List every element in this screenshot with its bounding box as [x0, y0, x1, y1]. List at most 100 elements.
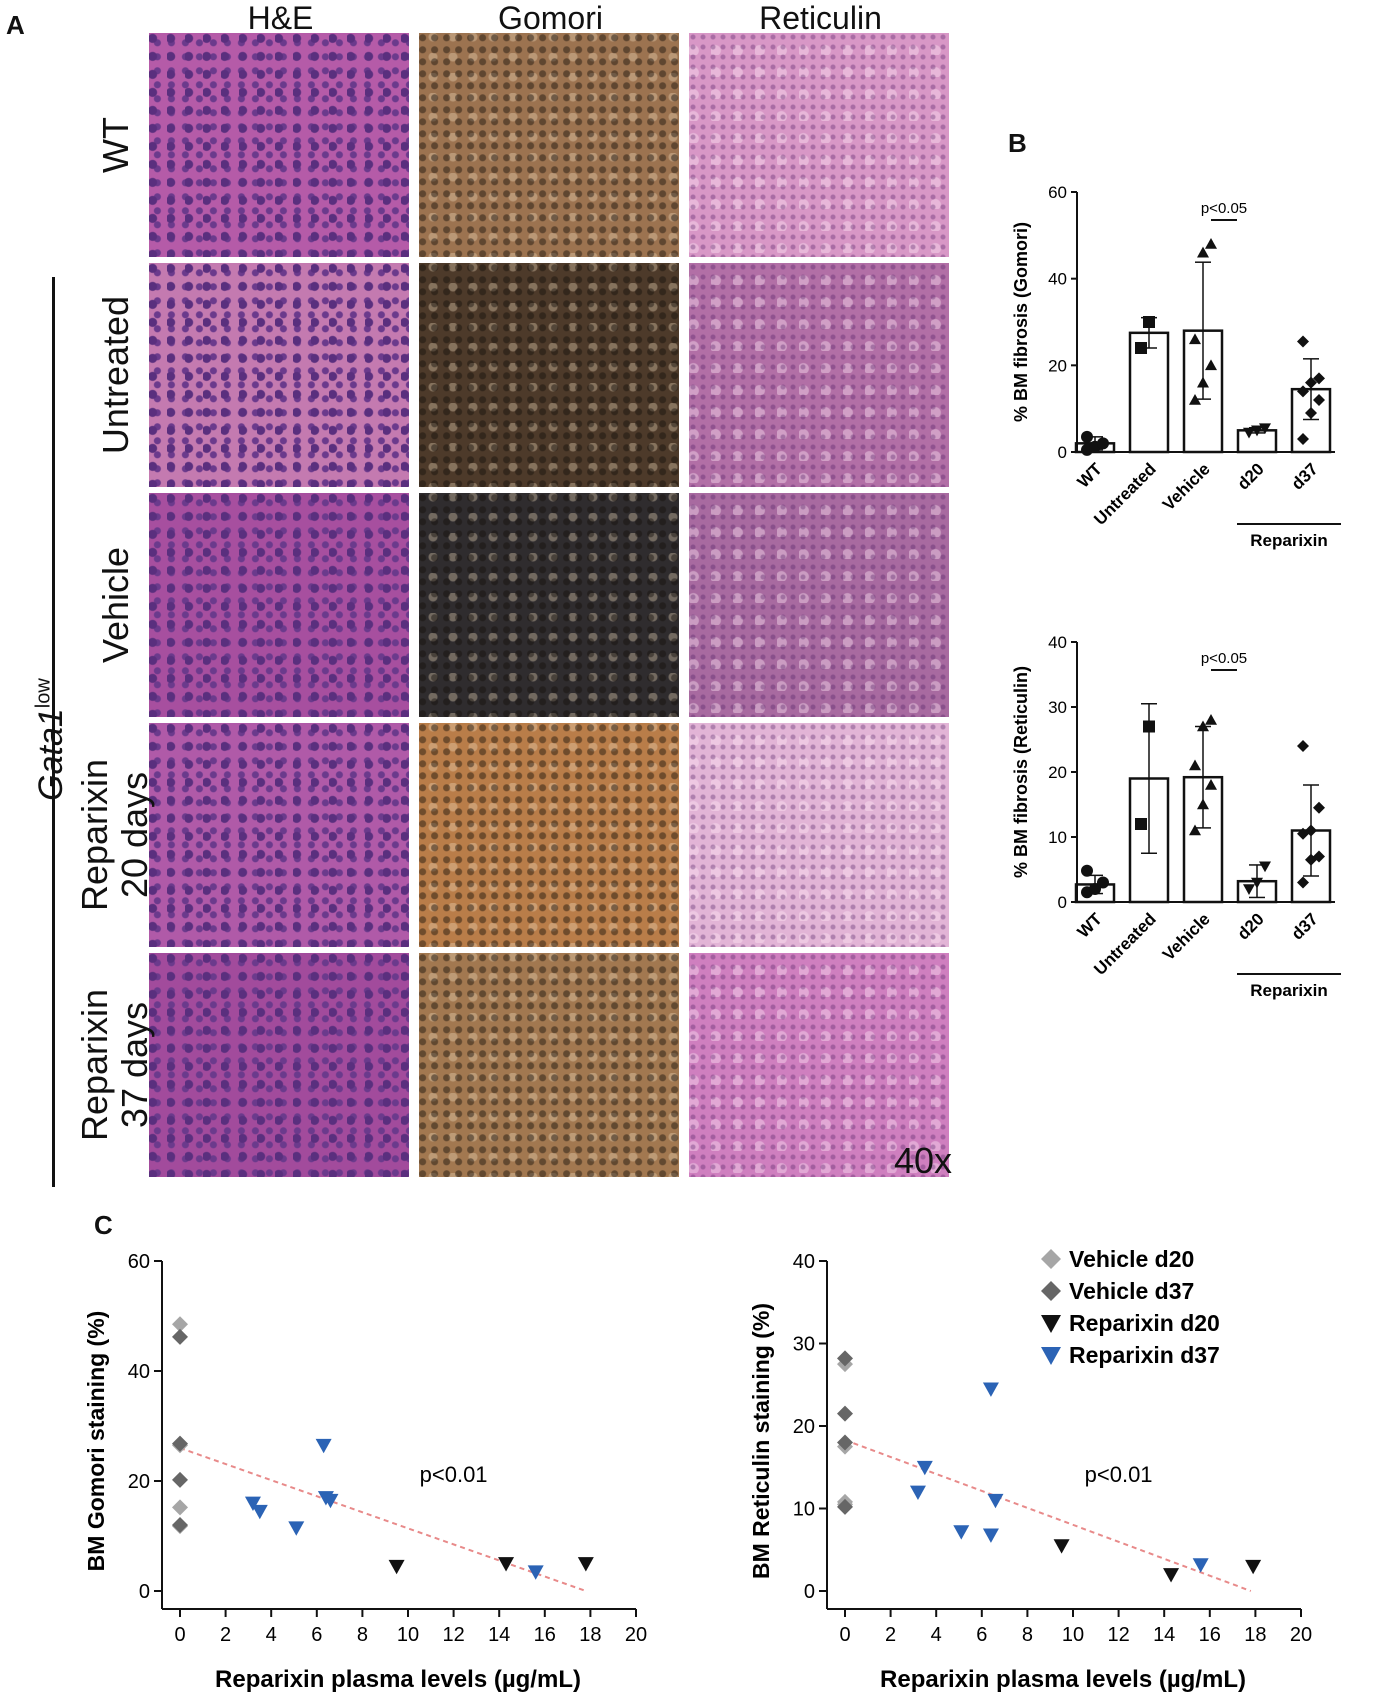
data-point-d20: [1251, 877, 1263, 889]
point-reparixin-d37: [982, 1382, 999, 1397]
point-vehicle-d20: [172, 1499, 188, 1516]
x-tick-label: 6: [311, 1624, 322, 1646]
x-tick-label: 0: [839, 1624, 850, 1646]
row-label-3: Vehicle: [95, 546, 136, 664]
data-point-Vehicle: [1197, 246, 1209, 258]
legend-label-2: Reparixin d20: [1069, 1310, 1220, 1336]
data-point-Vehicle: [1205, 359, 1217, 371]
micrograph-reticulin-row-5: [688, 952, 950, 1178]
data-point-Vehicle: [1189, 394, 1201, 405]
micrograph-he-row-5: [148, 952, 410, 1178]
legend-marker: [1041, 1281, 1061, 1301]
scatter-gomori: 0 20 40 60 0 2 4 6 8 10 12 14 16 18 20 Reparixin plasma…: [83, 1251, 647, 1693]
x-tick-label: 18: [1244, 1624, 1266, 1646]
micrograph-he-row-3: [148, 492, 410, 718]
data-point-Untreated: [1143, 720, 1155, 733]
y-tick-label: 30: [793, 1334, 815, 1356]
point-reparixin-d37: [315, 1438, 332, 1454]
x-tick-label: 18: [579, 1624, 601, 1646]
micrograph-gomori-row-1: [418, 32, 680, 258]
x-tick-label: 2: [220, 1624, 231, 1646]
point-reparixin-d20: [1163, 1568, 1180, 1583]
point-reparixin-d37: [244, 1496, 261, 1511]
data-point-Untreated: [1135, 818, 1147, 830]
point-vehicle-d37: [172, 1471, 188, 1488]
group-label: Reparixin: [1250, 981, 1327, 1000]
significance-label: p<0.05: [1201, 200, 1247, 217]
micrograph-gomori-row-5: [418, 952, 680, 1178]
row-label-2: Untreated: [95, 295, 136, 455]
micrograph-reticulin-row-3: [688, 492, 950, 718]
data-point-Vehicle: [1197, 720, 1209, 732]
y-tick-label: 30: [1048, 698, 1067, 717]
data-point-Vehicle: [1205, 714, 1217, 725]
row-label-1: WT: [95, 117, 136, 173]
data-point-Vehicle: [1189, 333, 1201, 345]
row-label-4: Reparixin 20 days: [74, 758, 155, 912]
x-tick-label: 2: [885, 1624, 896, 1646]
y-axis-label: % BM fibrosis (Reticulin): [1011, 666, 1031, 878]
data-point-WT: [1097, 876, 1109, 889]
data-point-d37: [1305, 376, 1317, 389]
group-label: Gata1low: [31, 678, 70, 801]
x-axis-label: Reparixin plasma levels (µg/mL): [215, 1666, 581, 1693]
data-point-Untreated: [1143, 316, 1155, 328]
point-vehicle-d37: [837, 1434, 853, 1451]
panel-a-letter: A: [6, 10, 25, 40]
micrograph-he-row-2: [148, 262, 410, 488]
scatter-reticulin: 0 10 20 30 40 0 2 4 6 8 10 12 14 16 18 20 Reparixin plas…: [748, 1246, 1312, 1693]
y-axis-label: BM Reticulin staining (%): [748, 1303, 774, 1579]
point-vehicle-d37: [172, 1328, 188, 1345]
micrograph-gomori-row-4: [418, 722, 680, 948]
y-tick-label: 0: [1058, 893, 1067, 912]
data-point-Vehicle: [1189, 824, 1201, 836]
data-point-d37: [1313, 372, 1325, 385]
x-tick-label: 10: [1062, 1624, 1084, 1646]
y-axis-label: BM Gomori staining (%): [83, 1311, 109, 1572]
data-point-d37: [1297, 385, 1309, 398]
data-point-WT: [1081, 430, 1093, 443]
point-reparixin-d37: [909, 1485, 926, 1500]
data-point-d20: [1243, 427, 1255, 439]
row-label-5: Reparixin 37 days: [74, 988, 155, 1142]
x-tick-label: 14: [1153, 1624, 1175, 1646]
group-bracket: [52, 277, 55, 1187]
x-tick-label-WT: WT: [1074, 909, 1107, 942]
column-header-he: H&E: [247, 0, 314, 36]
point-reparixin-d20: [388, 1559, 405, 1575]
data-point-d37: [1313, 801, 1325, 814]
fit-line: [179, 1447, 587, 1592]
point-reparixin-d20: [498, 1557, 515, 1572]
magnification-label: 40x: [894, 1140, 953, 1181]
x-tick-label: 0: [174, 1624, 185, 1646]
data-point-WT: [1081, 864, 1093, 877]
column-header-gomori: Gomori: [498, 0, 603, 36]
x-tick-label-d20: d20: [1234, 909, 1268, 943]
x-tick-label: 12: [1107, 1624, 1129, 1646]
group-label: Reparixin: [1250, 531, 1327, 550]
point-reparixin-d20: [1053, 1539, 1070, 1554]
x-tick-label: 4: [266, 1624, 277, 1646]
x-tick-label-Vehicle: Vehicle: [1159, 459, 1214, 514]
significance-annotation: p<0.01: [420, 1462, 488, 1487]
point-reparixin-d37: [982, 1528, 999, 1543]
y-tick-label: 0: [139, 1581, 150, 1603]
y-tick-label: 20: [128, 1471, 150, 1493]
y-tick-label: 10: [793, 1499, 815, 1521]
point-reparixin-d37: [322, 1493, 339, 1509]
x-tick-label: 8: [357, 1624, 368, 1646]
legend-marker: [1041, 1315, 1061, 1333]
y-tick-label: 40: [128, 1361, 150, 1383]
point-reparixin-d37: [288, 1521, 305, 1536]
data-point-d37: [1313, 394, 1325, 406]
point-reparixin-d37: [251, 1504, 268, 1520]
x-tick-label: 20: [625, 1624, 647, 1646]
data-point-d37: [1313, 850, 1325, 863]
point-vehicle-d20: [172, 1316, 188, 1333]
x-tick-label: 20: [1290, 1624, 1312, 1646]
data-point-d20: [1259, 861, 1271, 873]
x-tick-label: 8: [1022, 1624, 1033, 1646]
point-reparixin-d20: [1245, 1559, 1262, 1575]
